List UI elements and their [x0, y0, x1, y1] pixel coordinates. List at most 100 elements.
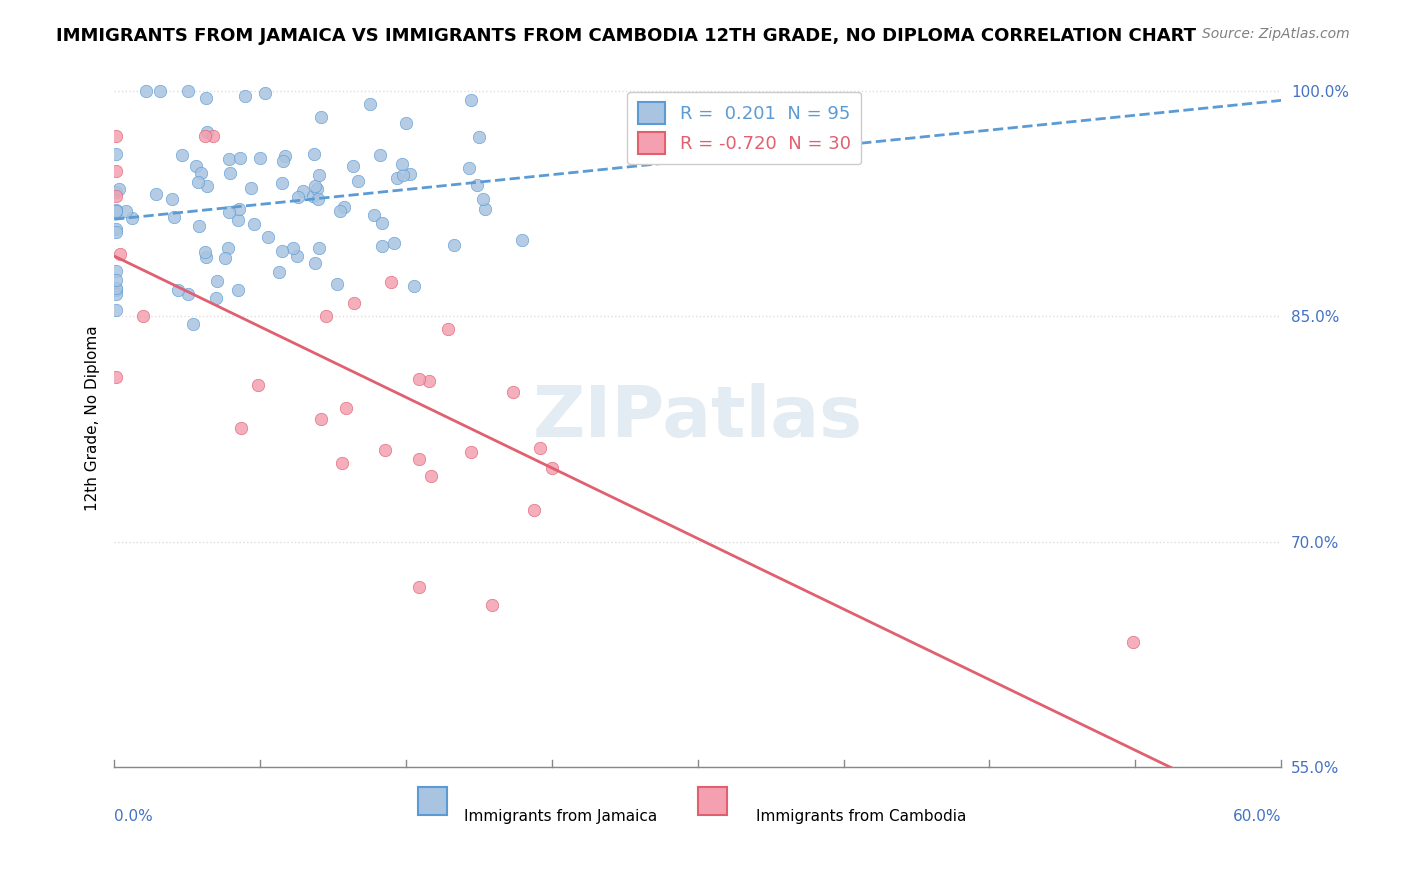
- Point: [385, 170, 408, 185]
- Point: [177, 84, 200, 98]
- Point: [471, 192, 494, 206]
- Point: [105, 129, 128, 144]
- Text: Immigrants from Jamaica: Immigrants from Jamaica: [464, 809, 658, 824]
- Text: 60.0%: 60.0%: [1233, 809, 1281, 824]
- Point: [371, 217, 394, 231]
- Point: [384, 236, 406, 251]
- Point: [287, 190, 309, 204]
- Point: [195, 125, 218, 139]
- Point: [243, 217, 266, 231]
- Point: [437, 321, 460, 335]
- Point: [315, 310, 337, 324]
- Point: [460, 445, 482, 459]
- Point: [105, 188, 128, 202]
- Point: [359, 96, 381, 111]
- Point: [105, 369, 128, 384]
- Point: [105, 146, 128, 161]
- Point: [166, 283, 188, 297]
- Y-axis label: 12th Grade, No Diploma: 12th Grade, No Diploma: [86, 325, 100, 511]
- Point: [218, 153, 240, 167]
- Point: [363, 208, 385, 222]
- Legend: R =  0.201  N = 95, R = -0.720  N = 30: R = 0.201 N = 95, R = -0.720 N = 30: [627, 92, 862, 164]
- Point: [465, 178, 488, 192]
- Point: [218, 205, 240, 219]
- Point: [105, 164, 128, 178]
- Point: [329, 203, 352, 218]
- Point: [177, 286, 200, 301]
- Point: [380, 275, 402, 289]
- Point: [307, 192, 329, 206]
- Point: [195, 91, 218, 105]
- Point: [194, 250, 217, 264]
- Point: [304, 256, 326, 270]
- Point: [229, 151, 252, 165]
- Point: [281, 241, 304, 255]
- Point: [214, 251, 236, 265]
- Point: [170, 148, 193, 162]
- Point: [105, 302, 128, 317]
- Point: [219, 166, 242, 180]
- Point: [202, 129, 225, 144]
- Point: [301, 189, 323, 203]
- Point: [285, 248, 308, 262]
- Point: [187, 175, 209, 189]
- Point: [309, 110, 332, 124]
- Point: [370, 239, 392, 253]
- Point: [193, 244, 215, 259]
- Point: [239, 181, 262, 195]
- Point: [249, 151, 271, 165]
- Point: [330, 456, 353, 470]
- Point: [391, 157, 413, 171]
- Point: [231, 421, 253, 435]
- Point: [105, 281, 128, 295]
- Point: [402, 278, 425, 293]
- Point: [105, 202, 128, 217]
- Point: [105, 204, 128, 219]
- Point: [105, 273, 128, 287]
- Point: [408, 372, 430, 386]
- Point: [291, 184, 314, 198]
- Point: [132, 309, 155, 323]
- Point: [267, 265, 290, 279]
- FancyBboxPatch shape: [697, 787, 727, 814]
- Point: [270, 244, 292, 258]
- Point: [257, 230, 280, 244]
- Text: IMMIGRANTS FROM JAMAICA VS IMMIGRANTS FROM CAMBODIA 12TH GRADE, NO DIPLOMA CORRE: IMMIGRANTS FROM JAMAICA VS IMMIGRANTS FR…: [56, 27, 1197, 45]
- Point: [108, 182, 131, 196]
- Point: [105, 287, 128, 301]
- Point: [105, 283, 128, 297]
- Point: [226, 213, 249, 227]
- Point: [523, 503, 546, 517]
- Point: [105, 264, 128, 278]
- Point: [247, 377, 270, 392]
- Point: [510, 233, 533, 247]
- Point: [308, 168, 330, 182]
- Point: [391, 168, 413, 182]
- Point: [342, 159, 364, 173]
- Point: [460, 93, 482, 107]
- Point: [271, 153, 294, 168]
- Point: [408, 451, 430, 466]
- Point: [443, 237, 465, 252]
- Point: [226, 283, 249, 297]
- Point: [309, 412, 332, 426]
- Point: [529, 441, 551, 455]
- Point: [105, 204, 128, 219]
- Point: [326, 277, 349, 291]
- Point: [108, 247, 131, 261]
- Point: [181, 317, 204, 331]
- Point: [408, 580, 430, 594]
- Point: [195, 178, 218, 193]
- Point: [1122, 634, 1144, 648]
- Point: [458, 161, 481, 176]
- Point: [343, 296, 366, 310]
- Point: [502, 384, 524, 399]
- Point: [253, 86, 276, 100]
- Point: [474, 202, 496, 217]
- Point: [233, 89, 256, 103]
- Point: [395, 116, 418, 130]
- Text: ZIPatlas: ZIPatlas: [533, 384, 863, 452]
- Point: [135, 84, 157, 98]
- Point: [335, 401, 357, 415]
- Point: [217, 241, 239, 255]
